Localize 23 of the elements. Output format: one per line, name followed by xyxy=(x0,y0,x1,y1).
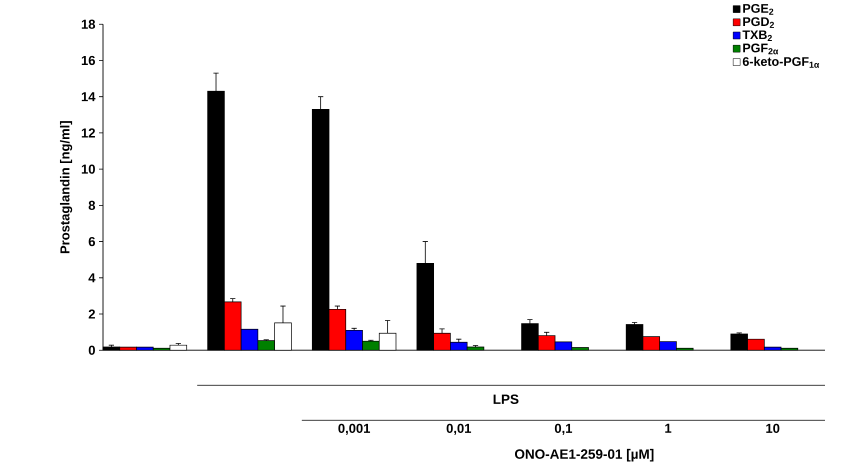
x-tick-label: 0,01 xyxy=(446,424,472,435)
y-tick-label: 2 xyxy=(88,309,95,318)
y-tick-label: 4 xyxy=(88,273,96,282)
legend-label: PGD$_{2}$ xyxy=(743,17,774,28)
y-tick-label: 18 xyxy=(82,20,96,29)
x-axis-title: ONO-AE1-259-01 [µM] xyxy=(514,448,654,462)
legend-label: TXB$_{2}$ xyxy=(742,30,772,41)
x-tick-label: 0,1 xyxy=(554,424,572,435)
y-tick-label: 6 xyxy=(88,236,96,246)
y-tick-label: 16 xyxy=(82,56,96,65)
y-tick-label: 8 xyxy=(88,200,96,210)
x-tick-label: 0,001 xyxy=(338,424,370,435)
x-tick-label: 10 xyxy=(766,424,780,433)
y-tick-label: 0 xyxy=(88,346,95,355)
x-tick-label: 1 xyxy=(665,424,672,433)
legend-label: PGE$_{2}$ xyxy=(743,4,774,15)
y-tick-label: 14 xyxy=(82,92,96,102)
legend-label: PGF$_{2α}$ xyxy=(743,43,778,54)
y-tick-label: 12 xyxy=(82,128,95,138)
y-tick-label: 10 xyxy=(82,164,95,174)
y-axis-title: Prostaglandin [ng/ml] xyxy=(60,121,72,254)
legend-label: 6-keto-PGF$_{1α}$ xyxy=(742,56,820,68)
text: LPS xyxy=(494,394,518,404)
